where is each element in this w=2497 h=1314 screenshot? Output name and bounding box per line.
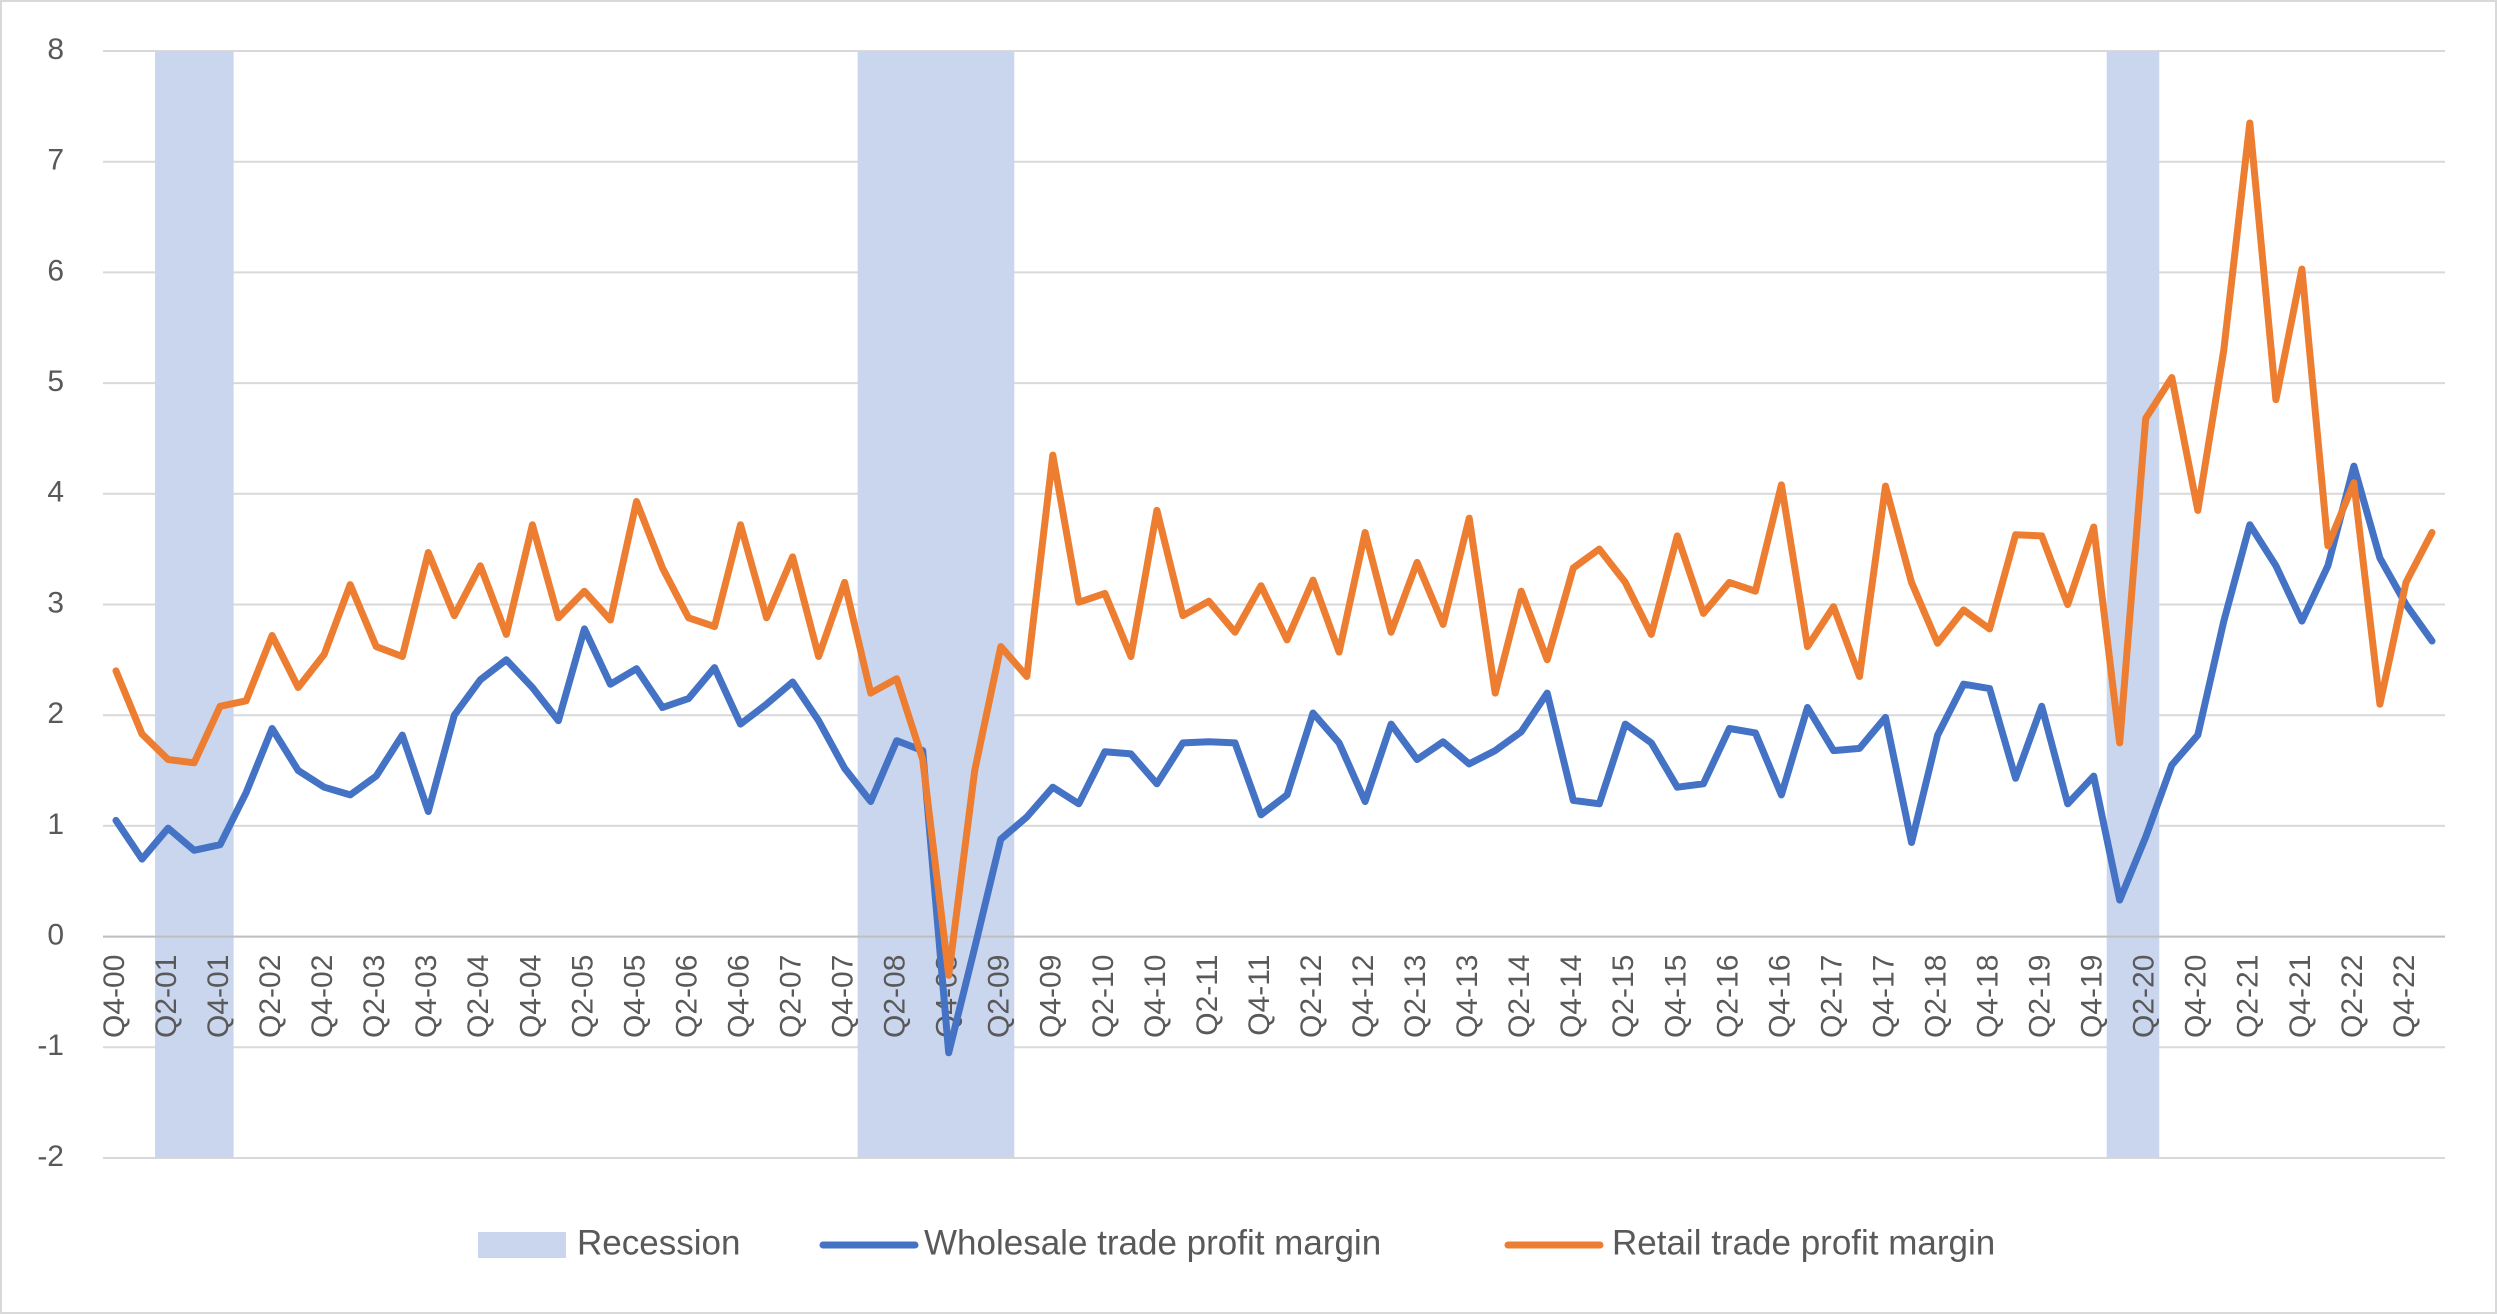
x-tick-label: Q2-13: [1399, 955, 1432, 1038]
x-tick-label: Q4-22: [2388, 955, 2421, 1038]
recession-bar: [155, 51, 182, 1158]
x-tick-label: Q4-09: [1035, 955, 1068, 1038]
x-tick-label: Q2-16: [1711, 955, 1744, 1038]
y-tick-label: 7: [47, 144, 64, 177]
x-tick-label: Q4-12: [1347, 955, 1380, 1038]
y-tick-label: 2: [47, 697, 64, 730]
y-tick-label: -2: [37, 1140, 64, 1173]
x-tick-label: Q4-16: [1763, 955, 1796, 1038]
x-tick-label: Q4-07: [827, 955, 860, 1038]
x-tick-label: Q2-20: [2128, 955, 2161, 1038]
recession-bar: [883, 51, 911, 1158]
x-tick-label: Q4-04: [514, 955, 547, 1038]
x-tick-label: Q2-18: [1919, 955, 1952, 1038]
x-tick-label: Q2-14: [1503, 955, 1536, 1038]
x-tick-label: Q2-02: [254, 955, 287, 1038]
x-tick-label: Q4-02: [306, 955, 339, 1038]
y-tick-label: 3: [47, 586, 64, 619]
x-tick-label: Q2-07: [775, 955, 808, 1038]
recession-bar: [181, 51, 208, 1158]
y-tick-label: 5: [47, 365, 64, 398]
x-tick-label: Q4-01: [202, 955, 235, 1038]
recession-bar: [987, 51, 1015, 1158]
x-tick-label: Q4-05: [618, 955, 651, 1038]
x-tick-label: Q4-00: [98, 955, 131, 1038]
recession-bar: [2132, 51, 2160, 1158]
legend-swatch: [478, 1232, 566, 1258]
recession-bar: [909, 51, 937, 1158]
series-line: [112, 119, 2436, 979]
x-tick-label: Q2-10: [1087, 955, 1120, 1038]
recession-bar: [857, 51, 885, 1158]
x-tick-label: Q4-03: [410, 955, 443, 1038]
x-tick-label: Q4-17: [1867, 955, 1900, 1038]
x-tick-label: Q4-15: [1659, 955, 1692, 1038]
x-tick-label: Q4-06: [722, 955, 755, 1038]
x-tick-label: Q2-11: [1191, 955, 1224, 1036]
x-tick-label: Q4-13: [1451, 955, 1484, 1038]
x-tick-label: Q2-06: [670, 955, 703, 1038]
x-tick-label: Q2-21: [2232, 955, 2265, 1038]
y-tick-label: -1: [37, 1029, 64, 1062]
x-tick-label: Q4-19: [2076, 955, 2109, 1038]
y-tick-label: 6: [47, 254, 64, 287]
x-tick-label: Q2-19: [2024, 955, 2057, 1038]
series-line: [112, 462, 2436, 1057]
y-tick-label: 8: [47, 33, 64, 66]
y-tick-label: 1: [47, 808, 64, 841]
x-tick-label: Q2-12: [1295, 955, 1328, 1038]
x-tick-label: Q4-10: [1139, 955, 1172, 1038]
legend-label: Recession: [577, 1223, 740, 1262]
y-tick-label: 0: [47, 919, 64, 952]
x-tick-label: Q4-20: [2180, 955, 2213, 1038]
x-tick-label: Q4-11: [1243, 955, 1276, 1036]
x-tick-label: Q2-03: [358, 955, 391, 1038]
x-tick-label: Q4-18: [1972, 955, 2005, 1038]
x-tick-label: Q2-08: [879, 955, 912, 1038]
x-tick-label: Q2-01: [150, 955, 183, 1038]
x-tick-label: Q2-09: [983, 955, 1016, 1038]
x-tick-label: Q4-14: [1555, 955, 1588, 1038]
legend-label: Wholesale trade profit margin: [924, 1223, 1381, 1262]
x-tick-label: Q4-21: [2284, 955, 2317, 1038]
x-tick-label: Q2-22: [2336, 955, 2369, 1038]
x-tick-label: Q2-05: [566, 955, 599, 1038]
y-tick-label: 4: [47, 476, 64, 509]
legend-label: Retail trade profit margin: [1612, 1223, 1995, 1262]
recession-bar: [207, 51, 234, 1158]
x-tick-label: Q2-17: [1815, 955, 1848, 1038]
x-tick-label: Q2-04: [462, 955, 495, 1038]
x-tick-label: Q2-15: [1607, 955, 1640, 1038]
